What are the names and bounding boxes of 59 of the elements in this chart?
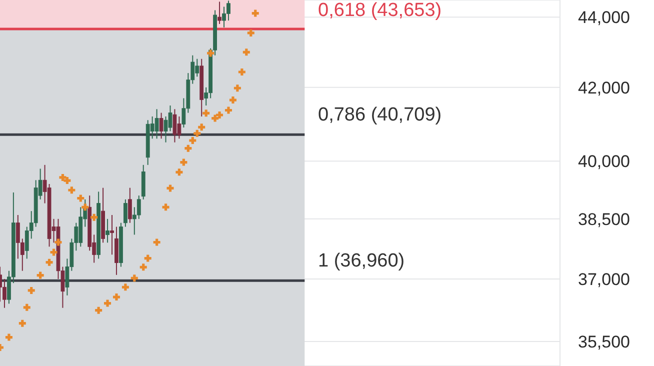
- point: [66, 185, 76, 195]
- point: [206, 48, 216, 58]
- point: [18, 318, 28, 328]
- point: [89, 212, 99, 222]
- point: [26, 286, 36, 296]
- point: [246, 28, 256, 38]
- point: [188, 136, 198, 146]
- ref-line-label: 1 (36,960): [318, 250, 405, 272]
- point: [22, 302, 32, 312]
- candlestick: [110, 214, 114, 256]
- candlestick: [159, 112, 164, 140]
- point: [160, 202, 171, 212]
- point: [242, 47, 252, 57]
- point: [58, 172, 68, 182]
- candlestick: [123, 198, 128, 228]
- point: [250, 8, 260, 18]
- point: [174, 167, 184, 177]
- y-tick-label: 40,000: [578, 152, 630, 172]
- y-tick-label: 38,500: [578, 210, 630, 229]
- point: [152, 237, 162, 248]
- point: [112, 292, 122, 302]
- point: [165, 183, 176, 194]
- point: [210, 114, 220, 124]
- point: [53, 237, 64, 248]
- y-tick-label: 37,000: [578, 270, 630, 290]
- point: [201, 108, 211, 118]
- candlestick: [2, 278, 6, 308]
- point: [130, 273, 140, 283]
- point: [80, 202, 90, 212]
- point: [94, 306, 104, 316]
- candlestick: [154, 108, 159, 140]
- point: [143, 253, 153, 264]
- candlestick: [128, 187, 132, 224]
- point: [138, 262, 148, 272]
- point: [183, 144, 193, 154]
- ref-line-label: 0,618 (43,653): [318, 0, 442, 21]
- point: [178, 157, 188, 168]
- y-tick-label: 42,000: [578, 78, 630, 98]
- candlestick: [136, 195, 141, 220]
- point: [224, 105, 234, 116]
- point: [102, 298, 112, 308]
- candlestick: [172, 108, 177, 143]
- point: [120, 282, 130, 292]
- point: [228, 95, 238, 105]
- point: [44, 258, 54, 268]
- point: [48, 247, 59, 258]
- point: [196, 122, 206, 132]
- y-tick-label: 35,500: [578, 332, 630, 352]
- point: [76, 193, 86, 204]
- ref-line-label: 0,786 (40,709): [318, 104, 442, 126]
- point: [36, 270, 46, 280]
- candlestick: [218, 1, 222, 24]
- point: [232, 83, 242, 93]
- point: [237, 67, 247, 77]
- candlestick: [106, 218, 110, 244]
- y-tick-label: 44,000: [578, 8, 630, 28]
- point: [214, 110, 224, 120]
- point: [4, 332, 14, 342]
- point: [192, 128, 202, 138]
